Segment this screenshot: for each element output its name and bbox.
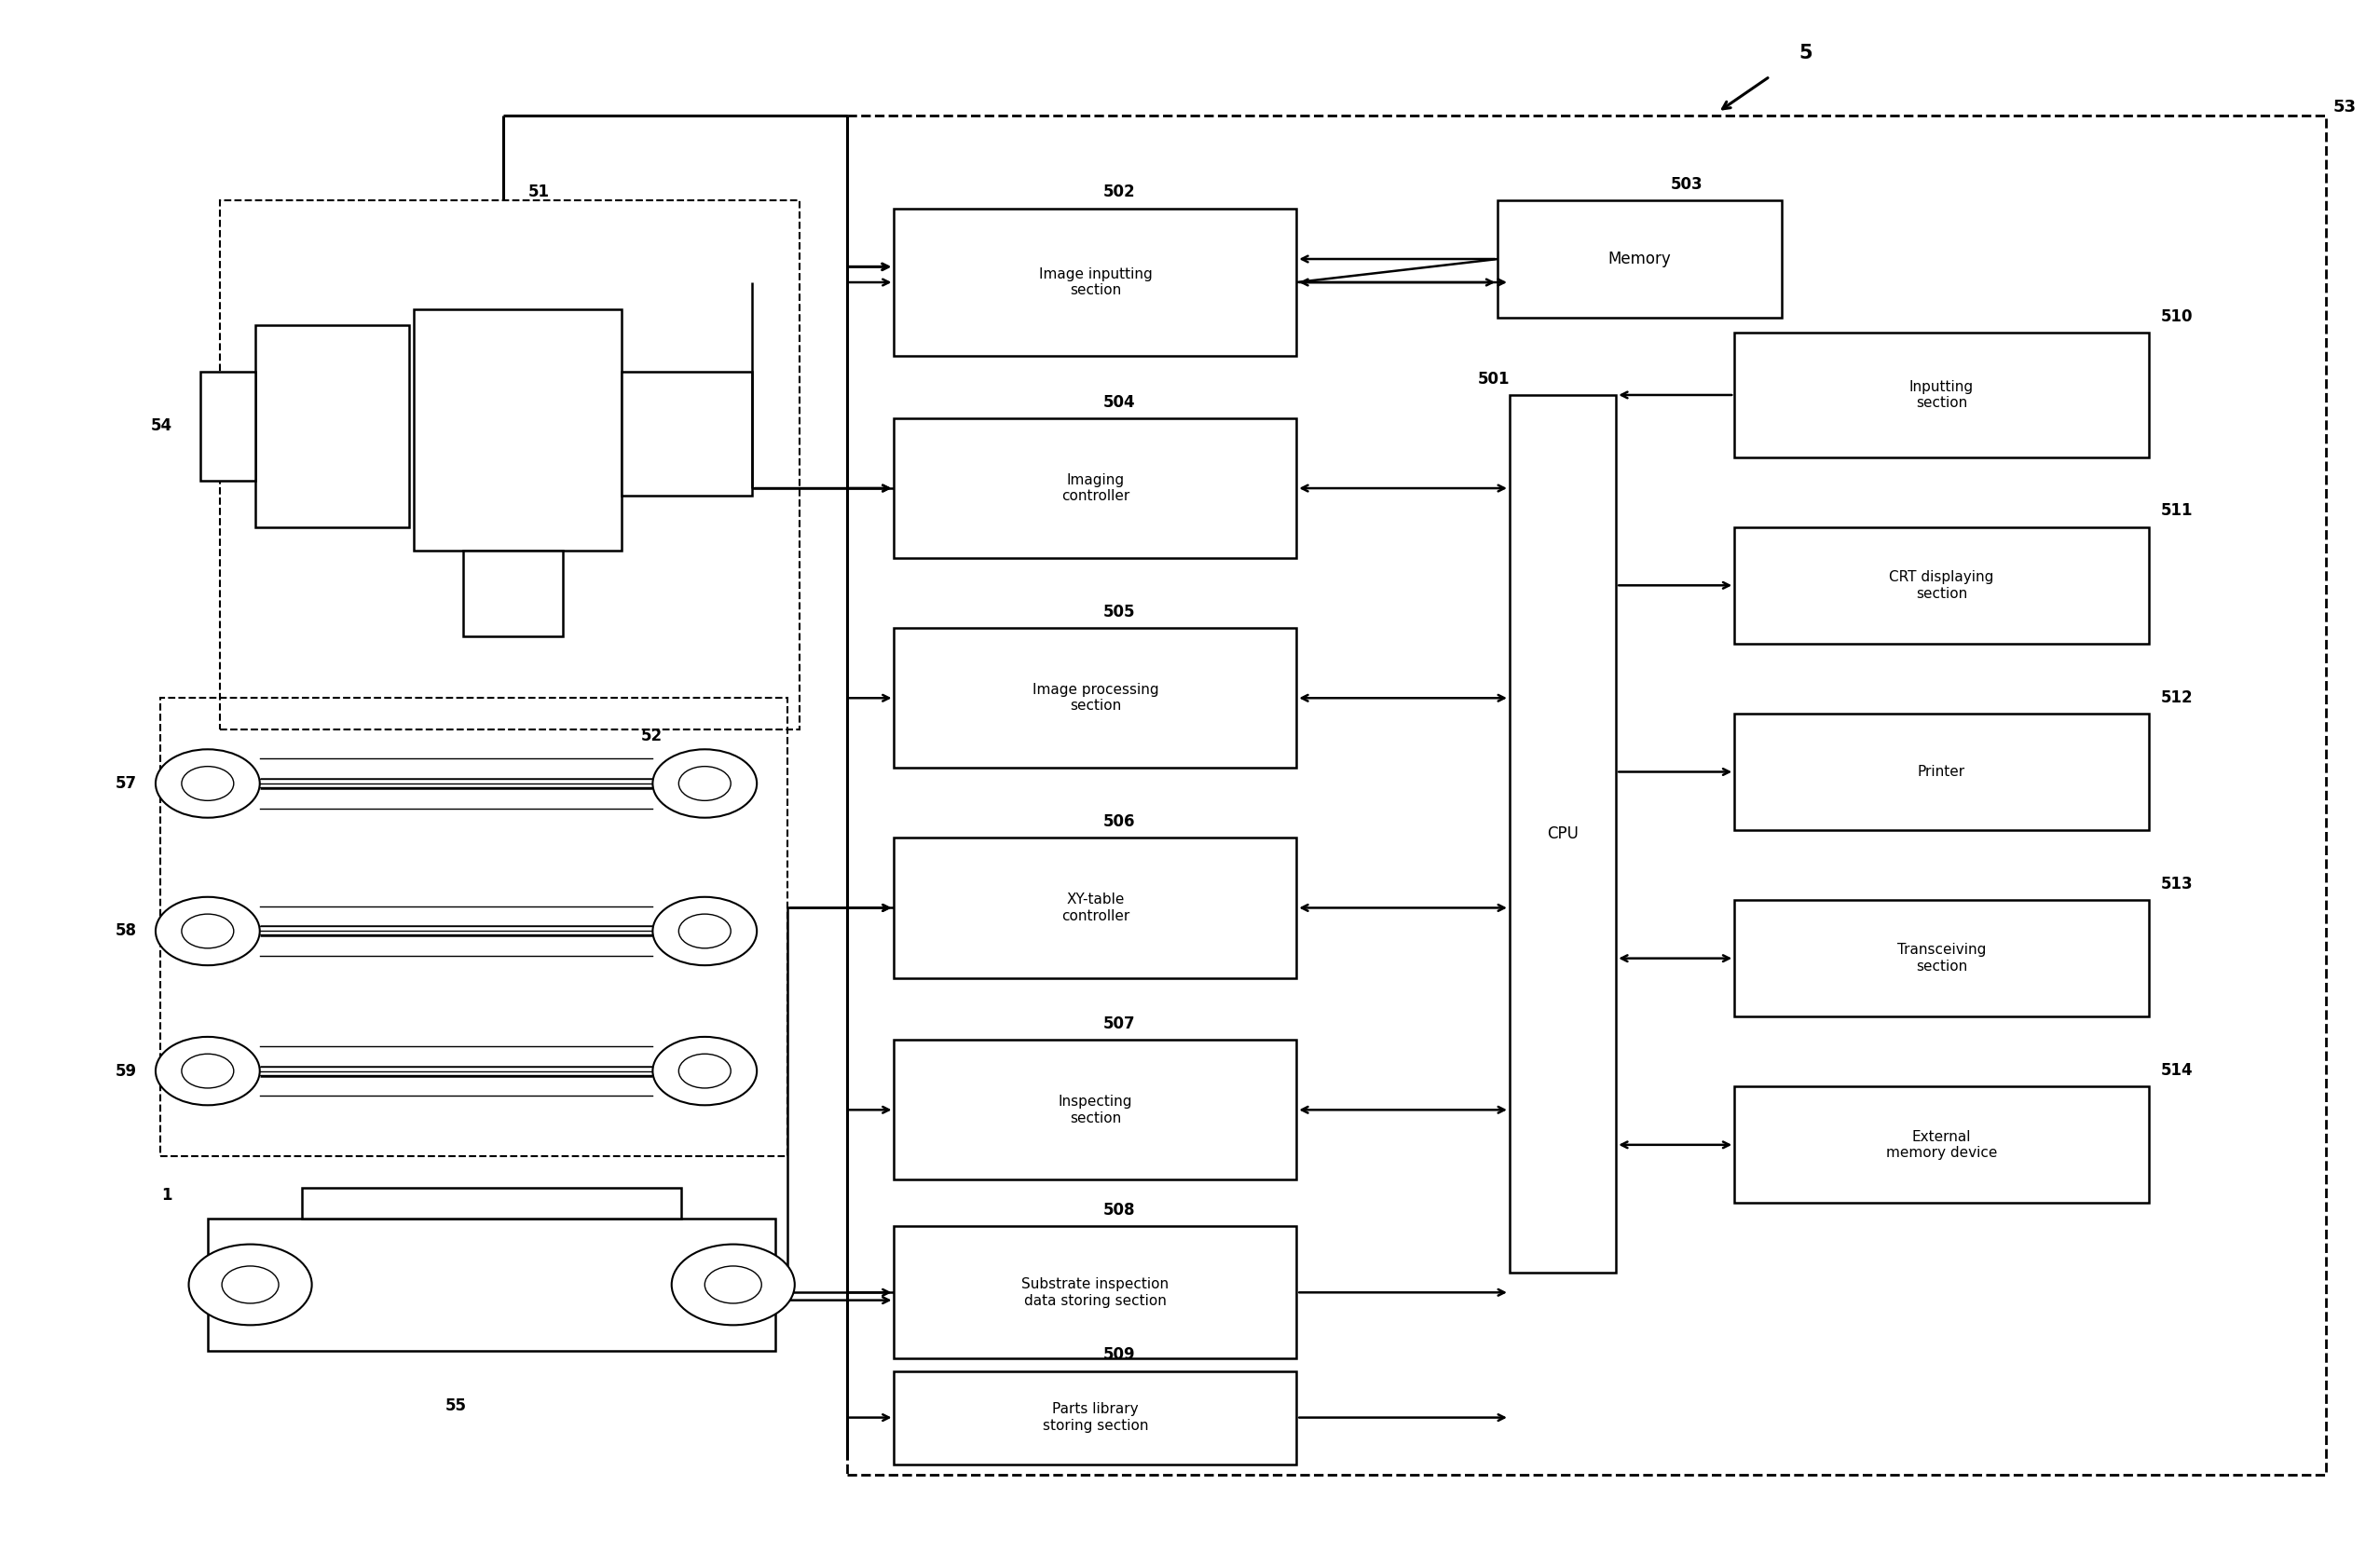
Circle shape (155, 749, 259, 818)
Text: Inputting
section: Inputting section (1909, 379, 1973, 411)
Text: CRT displaying
section: CRT displaying section (1890, 570, 1994, 600)
Circle shape (155, 1037, 259, 1105)
Text: Memory: Memory (1609, 251, 1671, 268)
Text: Parts library
storing section: Parts library storing section (1042, 1402, 1147, 1432)
Bar (895, 418, 1297, 558)
Text: Inspecting
section: Inspecting section (1059, 1095, 1133, 1125)
Text: 56: 56 (574, 1186, 595, 1203)
Text: 514: 514 (2161, 1062, 2192, 1078)
Text: 506: 506 (1102, 813, 1135, 831)
Text: CPU: CPU (1547, 826, 1578, 843)
Text: 507: 507 (1102, 1015, 1135, 1033)
Bar (621, 371, 752, 497)
Text: 511: 511 (2161, 503, 2192, 519)
Bar (895, 1227, 1297, 1359)
Text: 508: 508 (1102, 1202, 1135, 1219)
Text: External
memory device: External memory device (1885, 1130, 1997, 1160)
Circle shape (188, 1244, 312, 1326)
Text: 503: 503 (1671, 176, 1704, 193)
Text: 52: 52 (640, 729, 662, 744)
Bar (255, 324, 409, 527)
Text: 54: 54 (150, 418, 171, 434)
Text: 51: 51 (528, 183, 550, 201)
Circle shape (652, 896, 757, 965)
Bar (895, 1040, 1297, 1180)
Text: 58: 58 (114, 923, 136, 940)
Circle shape (652, 1037, 757, 1105)
Bar (207, 1219, 776, 1351)
Text: 512: 512 (2161, 689, 2192, 705)
Text: 510: 510 (2161, 309, 2192, 324)
Bar (1735, 332, 2149, 458)
Text: 55: 55 (445, 1398, 466, 1413)
Text: Substrate inspection
data storing section: Substrate inspection data storing sectio… (1021, 1277, 1169, 1307)
Bar (895, 628, 1297, 768)
Circle shape (652, 749, 757, 818)
Bar (159, 697, 788, 1156)
Text: 5: 5 (1799, 44, 1811, 63)
Bar (847, 116, 2325, 1475)
Bar (1735, 899, 2149, 1017)
Text: Printer: Printer (1918, 765, 1966, 779)
Text: 504: 504 (1102, 393, 1135, 411)
Text: 57: 57 (114, 776, 136, 791)
Bar (895, 1371, 1297, 1464)
Bar (1497, 201, 1783, 317)
Bar (200, 371, 255, 481)
Bar (1509, 395, 1616, 1272)
Bar (1735, 713, 2149, 831)
Bar (302, 1188, 681, 1219)
Bar (414, 310, 621, 550)
Bar (464, 550, 562, 636)
Text: Transceiving
section: Transceiving section (1897, 943, 1985, 973)
Bar (895, 208, 1297, 356)
Text: 502: 502 (1102, 183, 1135, 201)
Text: 59: 59 (114, 1062, 136, 1080)
Text: 1: 1 (162, 1186, 171, 1203)
Text: 53: 53 (2332, 99, 2356, 116)
Bar (1735, 527, 2149, 644)
Text: 505: 505 (1102, 603, 1135, 621)
Text: 501: 501 (1478, 370, 1509, 387)
Text: Imaging
controller: Imaging controller (1061, 473, 1130, 503)
Bar (1735, 1086, 2149, 1203)
Text: XY-table
controller: XY-table controller (1061, 893, 1130, 923)
Text: 513: 513 (2161, 876, 2192, 892)
Circle shape (671, 1244, 795, 1326)
Text: Image processing
section: Image processing section (1033, 683, 1159, 713)
Bar (895, 838, 1297, 978)
Bar (219, 201, 800, 729)
Circle shape (155, 896, 259, 965)
Text: 509: 509 (1102, 1346, 1135, 1363)
Text: Image inputting
section: Image inputting section (1038, 268, 1152, 298)
